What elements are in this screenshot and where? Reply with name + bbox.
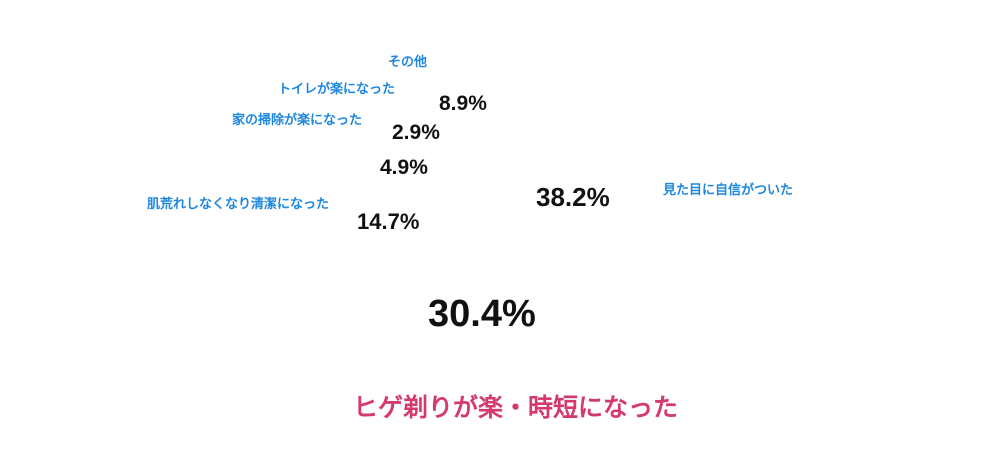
slice-label-toilet-easier: トイレが楽になった (278, 81, 396, 96)
slice-value-toilet-easier: 2.9% (392, 121, 440, 144)
slice-value-skin-cleaner: 14.7% (357, 209, 420, 234)
slice-value-shaving-easier: 30.4% (428, 293, 536, 335)
slice-label-house-cleaning-easier: 家の掃除が楽になった (232, 112, 363, 127)
slice-value-house-cleaning-easier: 4.9% (380, 156, 428, 179)
slice-value-confidence-in-looks: 38.2% (536, 182, 610, 212)
slice-label-confidence-in-looks: 見た目に自信がついた (663, 182, 794, 197)
slice-label-shaving-easier: ヒゲ剃りが楽・時短になった (353, 394, 679, 422)
slice-value-other: 8.9% (439, 92, 487, 115)
slice-label-skin-cleaner: 肌荒れしなくなり清潔になった (147, 196, 330, 211)
slice-label-other: その他 (388, 54, 428, 69)
